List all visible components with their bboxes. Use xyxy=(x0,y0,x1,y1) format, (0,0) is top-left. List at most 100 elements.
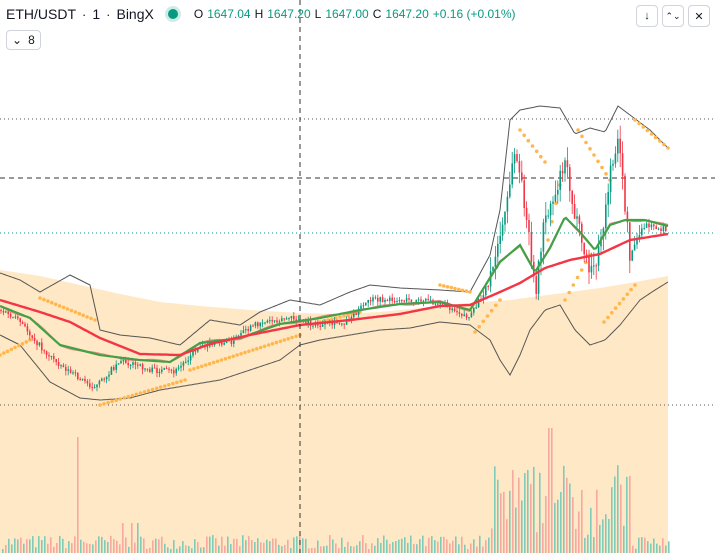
arrow-down-icon[interactable]: ↓ xyxy=(636,5,658,27)
candle-body xyxy=(609,165,612,192)
candle-body xyxy=(149,369,151,372)
psar-dot xyxy=(17,343,21,348)
volume-bar xyxy=(5,544,7,553)
candle xyxy=(67,365,69,376)
psar-dot xyxy=(231,354,235,359)
candle xyxy=(79,377,81,381)
psar-dot xyxy=(122,396,127,400)
candle-body xyxy=(237,335,240,337)
candle-body xyxy=(153,367,156,369)
separator: · xyxy=(106,6,111,22)
candle xyxy=(516,149,518,163)
volume-bar xyxy=(533,466,535,553)
candle-body xyxy=(86,381,89,384)
psar-dot xyxy=(649,132,654,136)
candle xyxy=(60,364,62,369)
candle xyxy=(665,226,667,233)
volume-bar xyxy=(53,546,55,553)
close-icon[interactable]: ✕ xyxy=(688,5,710,27)
psar-dot xyxy=(93,318,97,322)
candle-body xyxy=(619,138,621,154)
psar-dot xyxy=(610,311,614,315)
candle-body xyxy=(331,321,333,325)
volume-bar xyxy=(641,537,643,553)
volume-bar xyxy=(266,539,268,553)
psar-dot xyxy=(251,348,255,352)
psar-dot xyxy=(338,315,342,319)
candle-body xyxy=(269,320,271,322)
candle xyxy=(29,329,31,340)
candle-body xyxy=(168,368,170,370)
candle xyxy=(427,294,429,301)
psar-dot xyxy=(262,344,267,349)
collapse-icon[interactable]: ⌃⌄ xyxy=(662,5,684,27)
interval-label[interactable]: 1 xyxy=(92,6,101,22)
volume-bar xyxy=(257,538,259,553)
psar-dot xyxy=(613,306,618,310)
candle xyxy=(379,296,381,306)
low-value: 1647.00 xyxy=(325,7,369,21)
candle xyxy=(93,384,96,389)
high-value: 1647.20 xyxy=(267,7,311,21)
psar-dot xyxy=(290,335,294,340)
volume-bar xyxy=(527,469,529,553)
candle-body xyxy=(564,160,566,174)
candle xyxy=(381,294,384,303)
candle-body xyxy=(451,308,453,310)
candle xyxy=(617,129,619,163)
candle-body xyxy=(617,138,619,154)
volume-bar xyxy=(632,545,634,553)
volume-bar xyxy=(485,540,487,553)
volume-bar xyxy=(377,538,379,553)
volume-bar xyxy=(359,541,361,553)
shaded-cloud-area xyxy=(0,270,668,553)
psar-dot xyxy=(235,353,239,357)
candle-body xyxy=(566,160,569,168)
candle xyxy=(21,320,24,325)
candle xyxy=(84,375,86,384)
candle-body xyxy=(57,362,60,366)
candle xyxy=(19,317,21,326)
volume-bar xyxy=(182,541,184,553)
candle-body xyxy=(245,329,247,331)
psar-dot xyxy=(604,172,608,176)
candle xyxy=(511,151,513,189)
indicators-toggle-button[interactable]: ⌄ 8 xyxy=(6,30,41,50)
candle xyxy=(638,225,641,243)
volume-bar xyxy=(83,541,85,553)
psar-dot xyxy=(146,388,151,393)
psar-dot xyxy=(653,135,658,140)
candle xyxy=(55,358,57,366)
candle-body xyxy=(26,326,29,332)
psar-dot xyxy=(438,283,442,287)
candle xyxy=(163,367,165,370)
volume-bar xyxy=(365,543,367,553)
candle xyxy=(554,180,557,203)
volume-bar xyxy=(395,541,397,553)
volume-bar xyxy=(386,539,388,553)
candle xyxy=(57,358,60,369)
candle xyxy=(513,148,516,174)
candle xyxy=(38,342,41,347)
candle xyxy=(115,360,117,374)
candle-body xyxy=(17,316,19,319)
psar-dot xyxy=(266,343,271,347)
candle-body xyxy=(103,378,105,380)
psar-dot xyxy=(600,165,604,170)
candle xyxy=(91,382,93,392)
candle xyxy=(48,352,50,361)
candle-body xyxy=(590,265,593,273)
candle-body xyxy=(333,320,336,325)
psar-dot xyxy=(0,353,2,357)
candle-body xyxy=(535,276,537,294)
candle xyxy=(333,316,336,329)
candle-body xyxy=(449,307,451,310)
volume-bar xyxy=(104,540,106,553)
psar-dot xyxy=(20,342,25,346)
symbol-name[interactable]: ETH/USDT xyxy=(6,6,76,22)
exchange-label[interactable]: BingX xyxy=(116,6,154,22)
candle-body xyxy=(530,232,533,262)
volume-bar xyxy=(584,537,586,553)
candle-body xyxy=(509,184,511,197)
